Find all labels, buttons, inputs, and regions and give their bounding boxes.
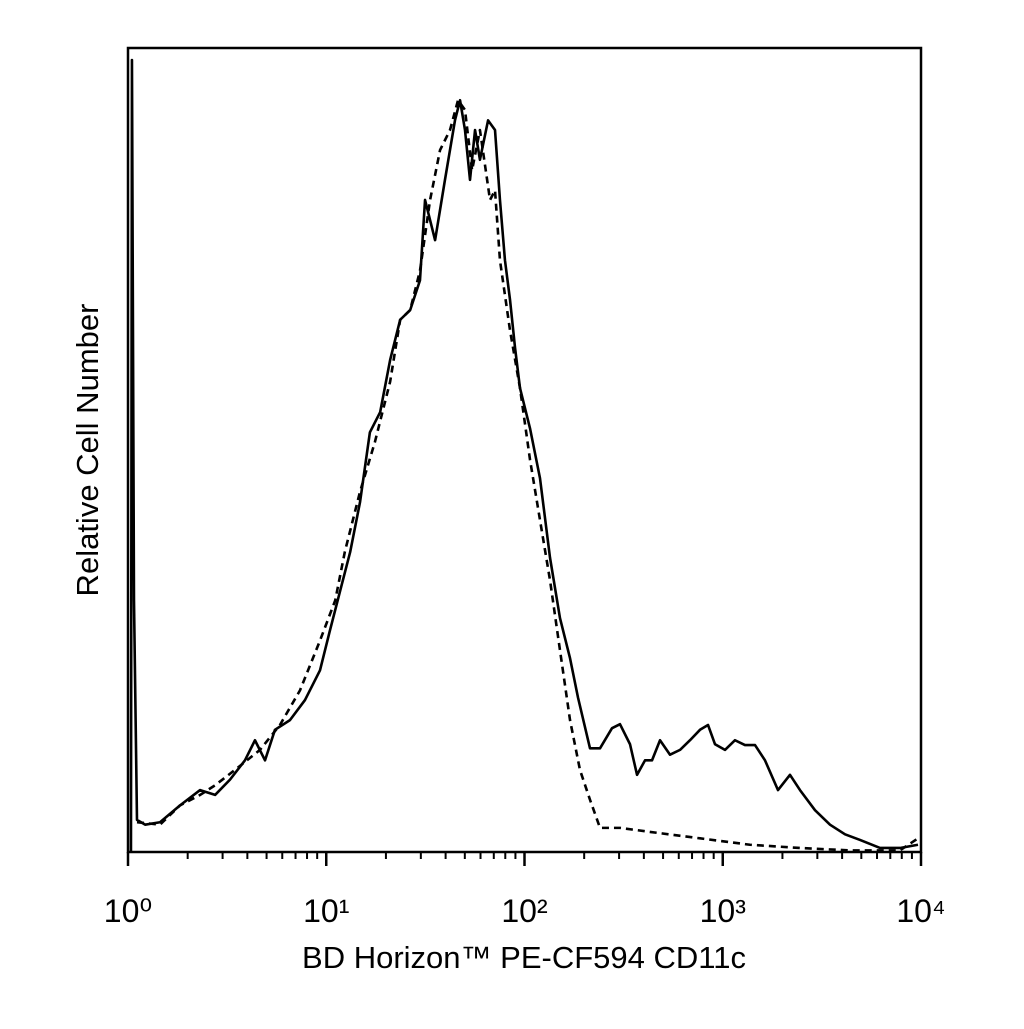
x-axis-label: BD Horizon™ PE-CF594 CD11c [302, 940, 746, 975]
x-tick-label: 10³ [700, 893, 747, 929]
x-tick-label: 10⁴ [896, 893, 945, 929]
plot-frame [126, 46, 923, 854]
dashed-histogram [136, 98, 919, 852]
x-tick-label: 10² [501, 893, 548, 929]
x-tick-label: 10¹ [303, 893, 349, 929]
solid-histogram [129, 58, 919, 853]
x-tick-label: 10⁰ [104, 893, 152, 929]
y-axis-label: Relative Cell Number [70, 304, 105, 597]
